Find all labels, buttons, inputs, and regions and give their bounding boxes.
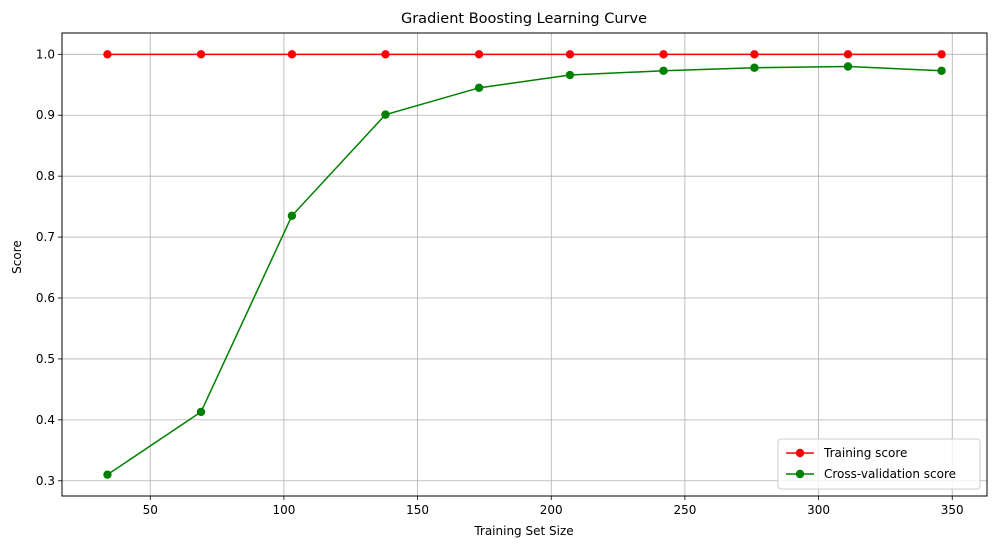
y-tick-label: 0.4 — [36, 413, 55, 427]
x-tick-label: 350 — [941, 503, 964, 517]
series-0-point — [937, 50, 946, 59]
series-line-1 — [107, 65, 942, 476]
series-1-point — [843, 62, 853, 71]
y-axis: 0.3 0.4 0.5 0.6 0.7 0.8 0.9 1.0 — [36, 47, 62, 488]
chart-title: Gradient Boosting Learning Curve — [401, 11, 647, 27]
x-tick-label: 300 — [807, 503, 830, 517]
series-1-point — [750, 63, 759, 72]
series-layer — [103, 50, 946, 479]
legend: Training score Cross-validation score — [777, 438, 981, 490]
y-tick-label: 0.6 — [36, 291, 55, 305]
series-1-point — [937, 66, 946, 75]
series-1-point — [659, 66, 668, 75]
x-tick-label: 150 — [406, 503, 429, 517]
x-axis: 50 100 150 200 250 300 350 — [143, 496, 964, 517]
y-tick-label: 0.8 — [36, 169, 55, 183]
y-tick-label: 0.5 — [36, 352, 55, 366]
grid — [62, 33, 987, 496]
series-0-point — [196, 50, 206, 59]
y-tick-label: 1.0 — [36, 47, 55, 61]
y-tick-label: 0.3 — [36, 474, 55, 488]
series-0-point — [843, 50, 853, 59]
series-1-point — [196, 407, 206, 417]
y-tick-label: 0.9 — [36, 108, 55, 122]
series-1-point — [287, 211, 297, 220]
plot-frame — [61, 32, 988, 497]
x-axis-label: Training Set Size — [473, 524, 573, 538]
series-0-point — [381, 50, 390, 59]
series-0-point — [287, 50, 297, 59]
series-0-point — [474, 50, 484, 59]
x-tick-label: 100 — [272, 503, 295, 517]
x-tick-label: 50 — [143, 503, 158, 517]
legend-marker-0 — [795, 448, 805, 458]
series-1-point — [474, 83, 484, 93]
series-0-point — [659, 50, 668, 59]
legend-marker-1 — [795, 469, 805, 479]
legend-label-1: Cross-validation score — [824, 467, 956, 481]
y-tick-label: 0.7 — [36, 230, 55, 244]
series-1-point — [381, 110, 390, 119]
series-0-point — [750, 50, 759, 59]
legend-label-0: Training score — [823, 446, 907, 460]
x-tick-label: 250 — [673, 503, 696, 517]
series-0-point — [565, 50, 575, 59]
x-tick-label: 200 — [540, 503, 563, 517]
series-1-point — [565, 70, 575, 80]
series-0-point — [103, 50, 112, 59]
legend-box — [777, 438, 981, 490]
series-1-point — [103, 470, 112, 479]
y-axis-label: Score — [10, 240, 24, 274]
